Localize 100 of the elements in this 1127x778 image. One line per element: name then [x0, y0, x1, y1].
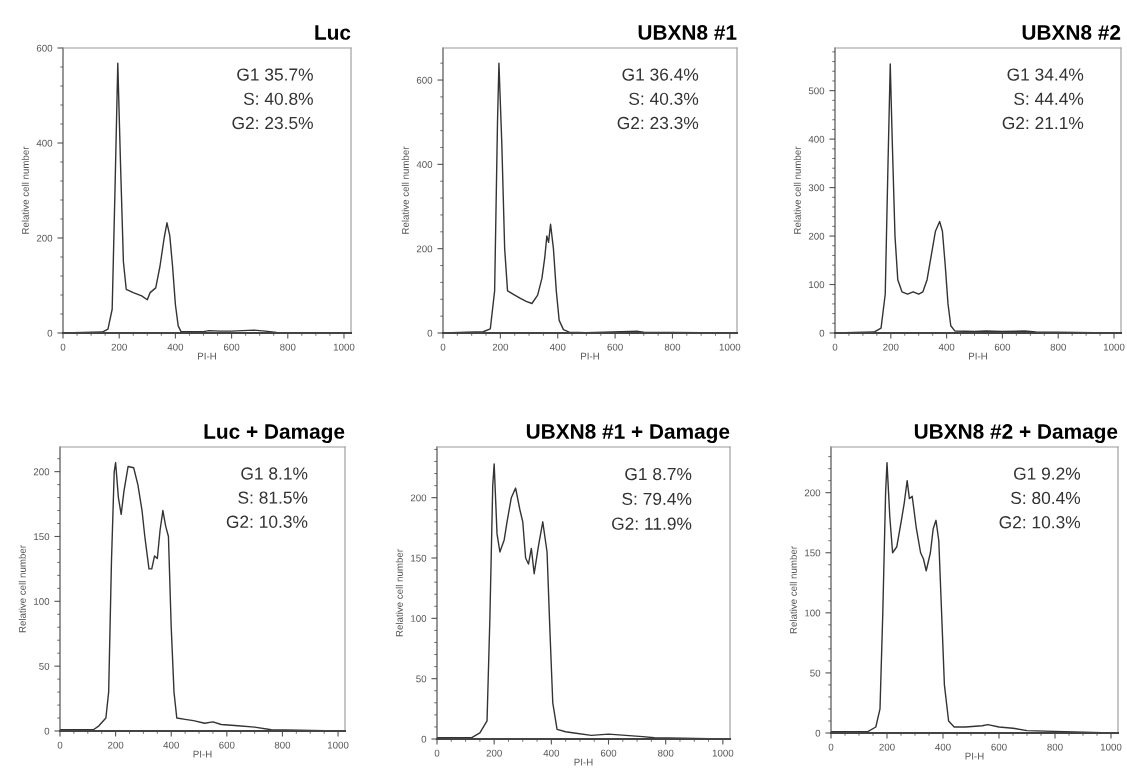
y-tick-label: 500 — [808, 87, 825, 95]
y-tick-label: 0 — [47, 329, 53, 337]
y-tick-label: 200 — [416, 245, 433, 253]
x-tick-label: 400 — [167, 343, 184, 351]
y-tick-label: 150 — [411, 554, 427, 562]
x-tick-label: 600 — [600, 749, 617, 757]
chart-title: UBXN8 #1 — [638, 25, 737, 40]
y-tick-label: 0 — [421, 735, 427, 743]
x-tick-label: 0 — [57, 741, 63, 749]
x-tick-label: 0 — [434, 749, 440, 757]
annotation: G2: 23.3% — [617, 116, 699, 130]
y-axis-title: Relative cell number — [789, 546, 797, 634]
x-axis-title: PI-H — [581, 352, 599, 360]
x-tick-label: 1000 — [719, 343, 741, 351]
annotation: S: 81.5% — [238, 491, 308, 504]
x-axis-title: PI-H — [965, 752, 984, 760]
x-tick-label: 0 — [440, 343, 446, 351]
y-tick-label: 100 — [805, 609, 821, 617]
x-tick-label: 0 — [828, 743, 834, 751]
annotation: G1 35.7% — [237, 68, 313, 81]
y-tick-label: 300 — [808, 184, 825, 192]
y-tick-label: 0 — [815, 729, 821, 737]
y-tick-label: 200 — [36, 234, 53, 242]
y-tick-label: 200 — [804, 489, 821, 497]
y-tick-label: 50 — [39, 662, 50, 670]
x-tick-label: 0 — [60, 343, 66, 351]
y-tick-label: 200 — [410, 494, 427, 502]
x-tick-label: 400 — [938, 343, 955, 351]
y-tick-label: 600 — [416, 76, 433, 84]
y-tick-label: 50 — [810, 669, 821, 677]
x-tick-label: 800 — [280, 343, 296, 351]
y-tick-label: 150 — [34, 533, 50, 541]
y-tick-label: 0 — [819, 329, 825, 337]
x-tick-label: 600 — [223, 343, 240, 351]
x-tick-label: 1000 — [1103, 343, 1125, 351]
y-tick-label: 50 — [416, 675, 427, 683]
y-axis-title: Relative cell number — [395, 549, 403, 637]
annotation: G1 36.4% — [622, 68, 699, 81]
annotation: S: 79.4% — [622, 492, 692, 506]
x-tick-label: 200 — [486, 749, 502, 757]
y-tick-label: 100 — [34, 598, 50, 605]
x-tick-label: 1000 — [712, 749, 734, 757]
y-tick-label: 600 — [36, 44, 53, 52]
x-tick-label: 400 — [543, 749, 560, 757]
annotation: G2: 10.3% — [226, 515, 308, 528]
y-tick-label: 400 — [808, 135, 825, 143]
annotation: G1 8.7% — [625, 467, 692, 481]
x-axis-title: PI-H — [193, 750, 212, 758]
annotation: G2: 21.1% — [1002, 116, 1084, 130]
y-axis-title: Relative cell number — [793, 146, 801, 234]
x-axis-title: PI-H — [969, 352, 987, 360]
x-tick-label: 0 — [832, 343, 838, 351]
annotation: G1 9.2% — [1014, 467, 1081, 480]
y-tick-label: 100 — [809, 281, 825, 289]
x-tick-label: 800 — [1050, 343, 1066, 351]
x-tick-label: 1000 — [1100, 743, 1122, 751]
x-tick-label: 600 — [607, 343, 623, 351]
annotation: S: 80.4% — [1011, 491, 1081, 505]
annotation: G2: 11.9% — [612, 517, 692, 530]
x-tick-label: 800 — [658, 749, 674, 757]
x-tick-label: 400 — [163, 741, 179, 749]
x-tick-label: 400 — [549, 343, 566, 351]
y-tick-label: 200 — [33, 468, 50, 476]
annotation: S: 44.4% — [1014, 92, 1084, 105]
y-tick-label: 400 — [36, 139, 53, 147]
x-tick-label: 200 — [879, 743, 895, 751]
annotation: G1 8.1% — [241, 467, 308, 480]
x-tick-label: 1000 — [333, 343, 355, 351]
x-axis-title: PI-H — [574, 758, 593, 766]
x-tick-label: 200 — [107, 741, 124, 749]
x-tick-label: 600 — [219, 741, 235, 749]
chart-title: UBXN8 #1 + Damage — [526, 424, 730, 444]
x-tick-label: 600 — [991, 743, 1007, 751]
x-tick-label: 200 — [883, 343, 899, 351]
y-tick-label: 0 — [427, 329, 433, 337]
y-tick-label: 200 — [808, 232, 825, 240]
x-tick-label: 600 — [994, 343, 1011, 351]
x-tick-label: 800 — [1047, 743, 1063, 751]
x-tick-label: 400 — [935, 743, 951, 751]
y-axis-title: Relative cell number — [18, 545, 26, 633]
x-tick-label: 200 — [492, 343, 509, 351]
chart-title: Luc — [315, 25, 351, 40]
chart-title: UBXN8 #2 — [1022, 25, 1121, 40]
annotation: G2: 23.5% — [232, 116, 313, 130]
x-tick-label: 800 — [664, 343, 681, 351]
y-axis-title: Relative cell number — [21, 146, 29, 234]
chart-title: UBXN8 #2 + Damage — [914, 424, 1118, 444]
y-tick-label: 100 — [411, 615, 427, 622]
y-tick-label: 400 — [416, 161, 433, 168]
y-axis-title: Relative cell number — [401, 146, 409, 234]
annotation: S: 40.8% — [243, 92, 313, 105]
annotation: G2: 10.3% — [999, 516, 1081, 529]
annotation: S: 40.3% — [629, 92, 699, 105]
x-tick-label: 200 — [111, 343, 127, 351]
annotation: G1 34.4% — [1007, 68, 1084, 81]
x-axis-title: PI-H — [198, 352, 216, 360]
chart-title: Luc + Damage — [204, 424, 345, 444]
x-tick-label: 800 — [274, 741, 291, 749]
x-tick-label: 1000 — [327, 741, 349, 749]
y-tick-label: 0 — [44, 727, 50, 735]
